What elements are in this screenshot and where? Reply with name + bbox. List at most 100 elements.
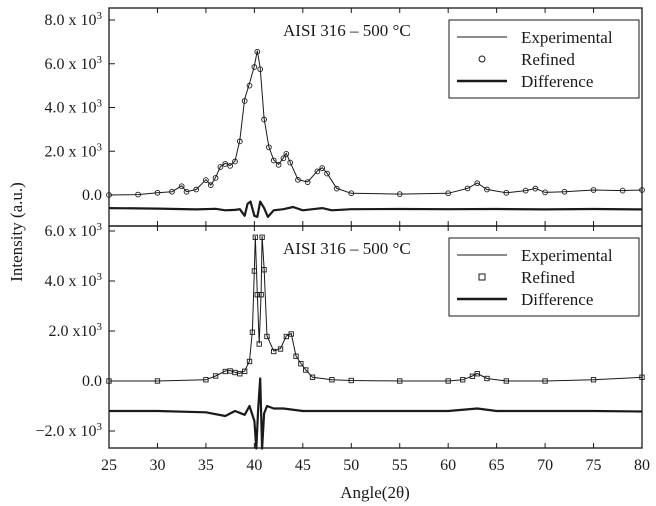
refined-point [246, 82, 253, 89]
refined-point [264, 333, 270, 340]
series-refined [106, 234, 645, 384]
y-tick-label: 6.0 x 103 [45, 54, 103, 73]
refined-point [212, 373, 219, 379]
x-tick-label: 30 [149, 457, 165, 474]
refined-point [135, 191, 141, 198]
refined-point [348, 190, 355, 197]
plot-area: 8.0 x 103 6.0 x 103 4.0 x 103 2.0 x 103 0.0 A… [35, 7, 650, 474]
legend-swatch [478, 273, 486, 281]
x-tick-label: 35 [198, 457, 214, 474]
refined-point [261, 267, 267, 273]
refined-point [445, 378, 451, 384]
refined-point [542, 378, 548, 384]
legend-box [448, 237, 640, 317]
y-tick-label: 2.0 x103 [49, 321, 103, 340]
x-tick-label: 50 [343, 457, 359, 474]
refined-point [309, 374, 316, 380]
legend-box [448, 19, 640, 99]
series-refined [106, 48, 645, 198]
refined-point [252, 234, 258, 240]
refined-point [287, 159, 294, 166]
refined-point [280, 155, 287, 162]
x-tick-label: 40 [246, 457, 262, 474]
legend-label: Difference [521, 290, 593, 309]
refined-point [232, 158, 238, 165]
x-tick-label: 25 [101, 457, 117, 474]
refined-point [474, 371, 480, 377]
panel-title: AISI 316 – 500 °C [283, 21, 411, 40]
legend-label: Difference [521, 72, 593, 91]
refined-point [169, 188, 175, 195]
series-experimental [109, 235, 643, 382]
refined-point [304, 179, 311, 185]
refined-point [460, 377, 466, 383]
refined-point [474, 180, 481, 187]
refined-point [639, 187, 645, 193]
y-tick-label: 0.0 [82, 187, 102, 204]
refined-point [333, 185, 340, 192]
refined-point [227, 163, 233, 169]
refined-point [217, 164, 224, 170]
refined-point [484, 375, 490, 382]
panel-frame [108, 225, 643, 449]
refined-point [503, 378, 509, 384]
refined-point [251, 268, 258, 274]
refined-point [271, 348, 277, 355]
refined-point [266, 144, 272, 151]
y-tick-label: 4.0 x 103 [45, 98, 103, 117]
refined-point [590, 377, 597, 383]
refined-point [203, 377, 209, 383]
x-tick-label: 80 [634, 457, 650, 474]
refined-point [254, 292, 260, 298]
refined-point [259, 234, 265, 240]
panel-title: AISI 316 – 500 °C [283, 239, 411, 258]
refined-point [484, 186, 490, 193]
refined-point [249, 329, 256, 335]
panel-1: 8.0 x 103 6.0 x 103 4.0 x 103 2.0 x 103 0.0 A… [45, 7, 645, 227]
refined-point [319, 165, 326, 171]
y-tick-label: 0.0 [82, 373, 102, 390]
x-tick-label: 75 [586, 457, 602, 474]
refined-point [293, 353, 299, 359]
refined-point [324, 170, 330, 177]
refined-point [522, 187, 529, 194]
refined-point [329, 377, 335, 383]
x-tick-label: 55 [392, 457, 408, 474]
refined-point [212, 175, 219, 181]
refined-point [277, 346, 284, 352]
refined-point [193, 186, 200, 193]
refined-point [283, 151, 290, 157]
refined-point [246, 358, 253, 365]
x-tick-label: 60 [440, 457, 456, 474]
refined-point [251, 64, 258, 70]
x-tick-label: 70 [537, 457, 553, 474]
refined-point [348, 377, 354, 384]
refined-point [298, 361, 304, 367]
refined-point [241, 98, 248, 104]
refined-point [639, 374, 645, 380]
y-tick-label: 2.0 x 103 [45, 141, 103, 160]
x-axis-title: Angle(2θ) [340, 483, 410, 502]
refined-point [464, 185, 471, 192]
y-tick-label: 4.0 x 103 [45, 271, 103, 290]
refined-point [532, 185, 539, 192]
refined-point [183, 188, 190, 195]
refined-point [303, 367, 309, 373]
panel-2: 6.0 x 103 4.0 x 103 2.0 x103 0.0 −2.0 x 103 A… [35, 221, 645, 450]
refined-point [275, 161, 282, 168]
refined-point [295, 177, 301, 183]
refined-point [256, 341, 262, 347]
refined-point [207, 182, 214, 189]
series-difference [109, 377, 643, 450]
refined-point [254, 48, 261, 55]
refined-point [154, 189, 161, 196]
refined-point [178, 183, 185, 190]
refined-point [270, 157, 277, 164]
series-difference [108, 200, 643, 218]
refined-point [396, 191, 403, 197]
x-tick-label: 65 [489, 457, 505, 474]
legend-label: Refined [521, 50, 575, 69]
refined-point [561, 188, 568, 195]
y-tick-label: 6.0 x 103 [45, 221, 103, 240]
